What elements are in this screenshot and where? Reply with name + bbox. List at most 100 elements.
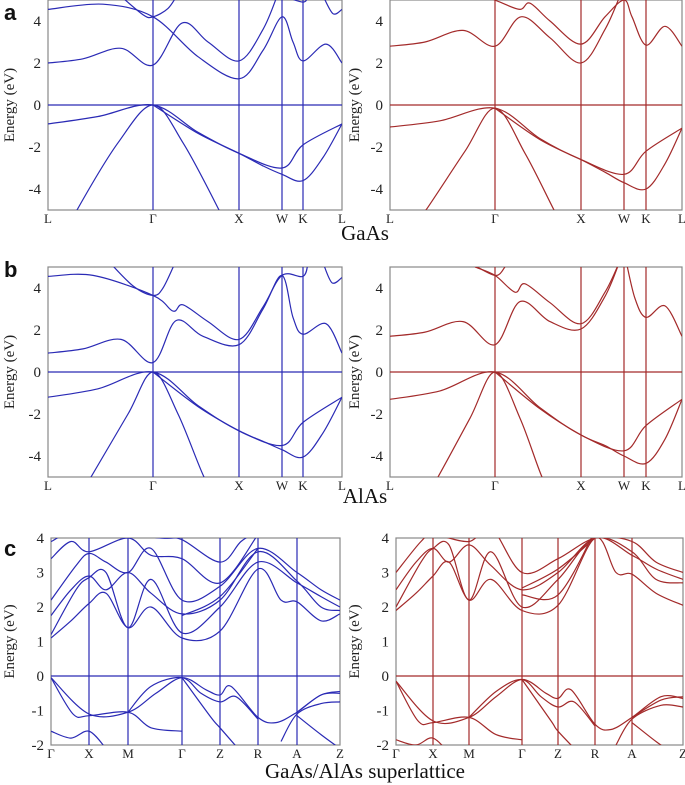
energy-band-2 [437,371,543,477]
y-tick-label: 2 [376,56,384,72]
k-point-label: W [618,478,631,493]
panel-caption-c: GaAs/AlAs superlattice [265,759,465,783]
y-tick-label: 4 [34,281,42,297]
bands [51,538,340,745]
k-point-label: L [338,478,346,493]
y-tick-label: 0 [37,669,45,685]
energy-band-1 [51,677,183,732]
k-point-label: Γ [149,478,157,493]
y-tick-label: 2 [382,600,390,616]
energy-band-4 [631,696,683,718]
k-point-label: X [576,478,586,493]
k-point-label: Γ [47,746,55,761]
y-tick-label: -2 [29,407,42,423]
energy-band-4 [48,267,308,341]
y-tick-label: -4 [29,449,42,465]
plot-frame [50,537,341,746]
k-point-label: Z [336,746,344,761]
k-point-label: Γ [518,746,526,761]
energy-band-2 [468,678,596,727]
energy-band-3 [48,0,277,67]
energy-band-2 [425,107,555,210]
y-tick-label: 0 [34,98,42,114]
bands [48,267,342,477]
k-point-label: Γ [491,211,499,226]
bands [390,267,682,477]
y-tick-label: 3 [382,566,390,582]
band-plot-a-left: 4 2 0 -2 -4 Energy (eV) L Γ X W K L [2,0,346,226]
energy-band-6 [396,737,443,745]
k-point-label: A [292,746,302,761]
y-tick-label: 4 [37,531,45,547]
energy-band-3 [521,679,572,745]
energy-band-3 [390,267,619,346]
k-point-label: R [591,746,600,761]
energy-band-2 [76,104,220,210]
y-tick-label: -2 [371,140,384,156]
energy-band-12 [521,538,596,589]
k-point-label: K [298,478,308,493]
y-tick-label: 4 [34,14,42,30]
energy-band-5 [124,0,175,19]
k-point-label: Γ [491,478,499,493]
y-tick-label: 3 [37,566,45,582]
y-tick-label: 4 [376,281,384,297]
energy-band-0 [390,371,682,452]
k-point-label: L [678,211,685,226]
panel-label-c: c [4,536,16,561]
k-point-label: X [576,211,586,226]
y-tick-label: 2 [37,600,45,616]
energy-band-2 [90,371,205,477]
y-tick-label: 2 [34,323,42,339]
y-tick-label: -1 [377,704,390,720]
y-tick-label: 2 [376,323,384,339]
energy-band-10 [51,551,340,616]
band-plot-c-right: 4 3 2 1 0 -1 -2 Energy (eV) Γ X M Γ Z R A Z [347,531,685,761]
energy-band-4 [493,0,682,47]
energy-band-6 [292,0,308,3]
panel-label-b: b [4,257,17,282]
energy-band-9 [396,538,683,609]
k-point-label: M [463,746,475,761]
k-point-label: W [618,211,631,226]
k-point-label: Γ [392,746,400,761]
energy-band-5 [113,267,174,297]
plot-frame [395,537,684,746]
y-tick-label: 4 [382,531,390,547]
k-point-label: K [641,478,651,493]
energy-band-11 [396,538,683,575]
y-tick-label: 0 [376,98,384,114]
k-point-label: X [84,746,94,761]
energy-band-4 [48,3,342,80]
energy-band-11 [51,547,340,603]
band-plot-a-right: 4 2 0 -2 -4 Energy (eV) L Γ X W K L [347,0,685,226]
k-point-label: Z [216,746,224,761]
energy-band-6 [476,267,506,277]
k-point-label: K [641,211,651,226]
energy-band-1 [152,104,342,182]
energy-band-13 [521,538,593,601]
energy-band-3 [181,677,236,745]
k-point-label: K [298,211,308,226]
k-point-label: L [338,211,346,226]
bands [48,0,342,210]
energy-band-3 [390,0,619,64]
energy-band-5 [631,722,662,745]
energy-band-7 [280,701,340,742]
k-point-label: W [276,478,289,493]
y-tick-label: -4 [371,449,384,465]
k-point-label: L [678,478,685,493]
energy-band-10 [396,538,683,591]
energy-band-8 [51,568,340,642]
energy-band-5 [626,267,682,337]
y-tick-label: 4 [376,14,384,30]
y-tick-label: 2 [34,56,42,72]
y-tick-label: 0 [382,669,390,685]
k-point-label: Γ [178,746,186,761]
k-point-label: L [386,478,394,493]
y-tick-label: 1 [382,635,390,651]
y-axis-label: Energy (eV) [347,604,363,678]
energy-band-0 [390,107,682,175]
panel-label-a: a [4,0,17,25]
energy-band-13 [51,538,247,563]
